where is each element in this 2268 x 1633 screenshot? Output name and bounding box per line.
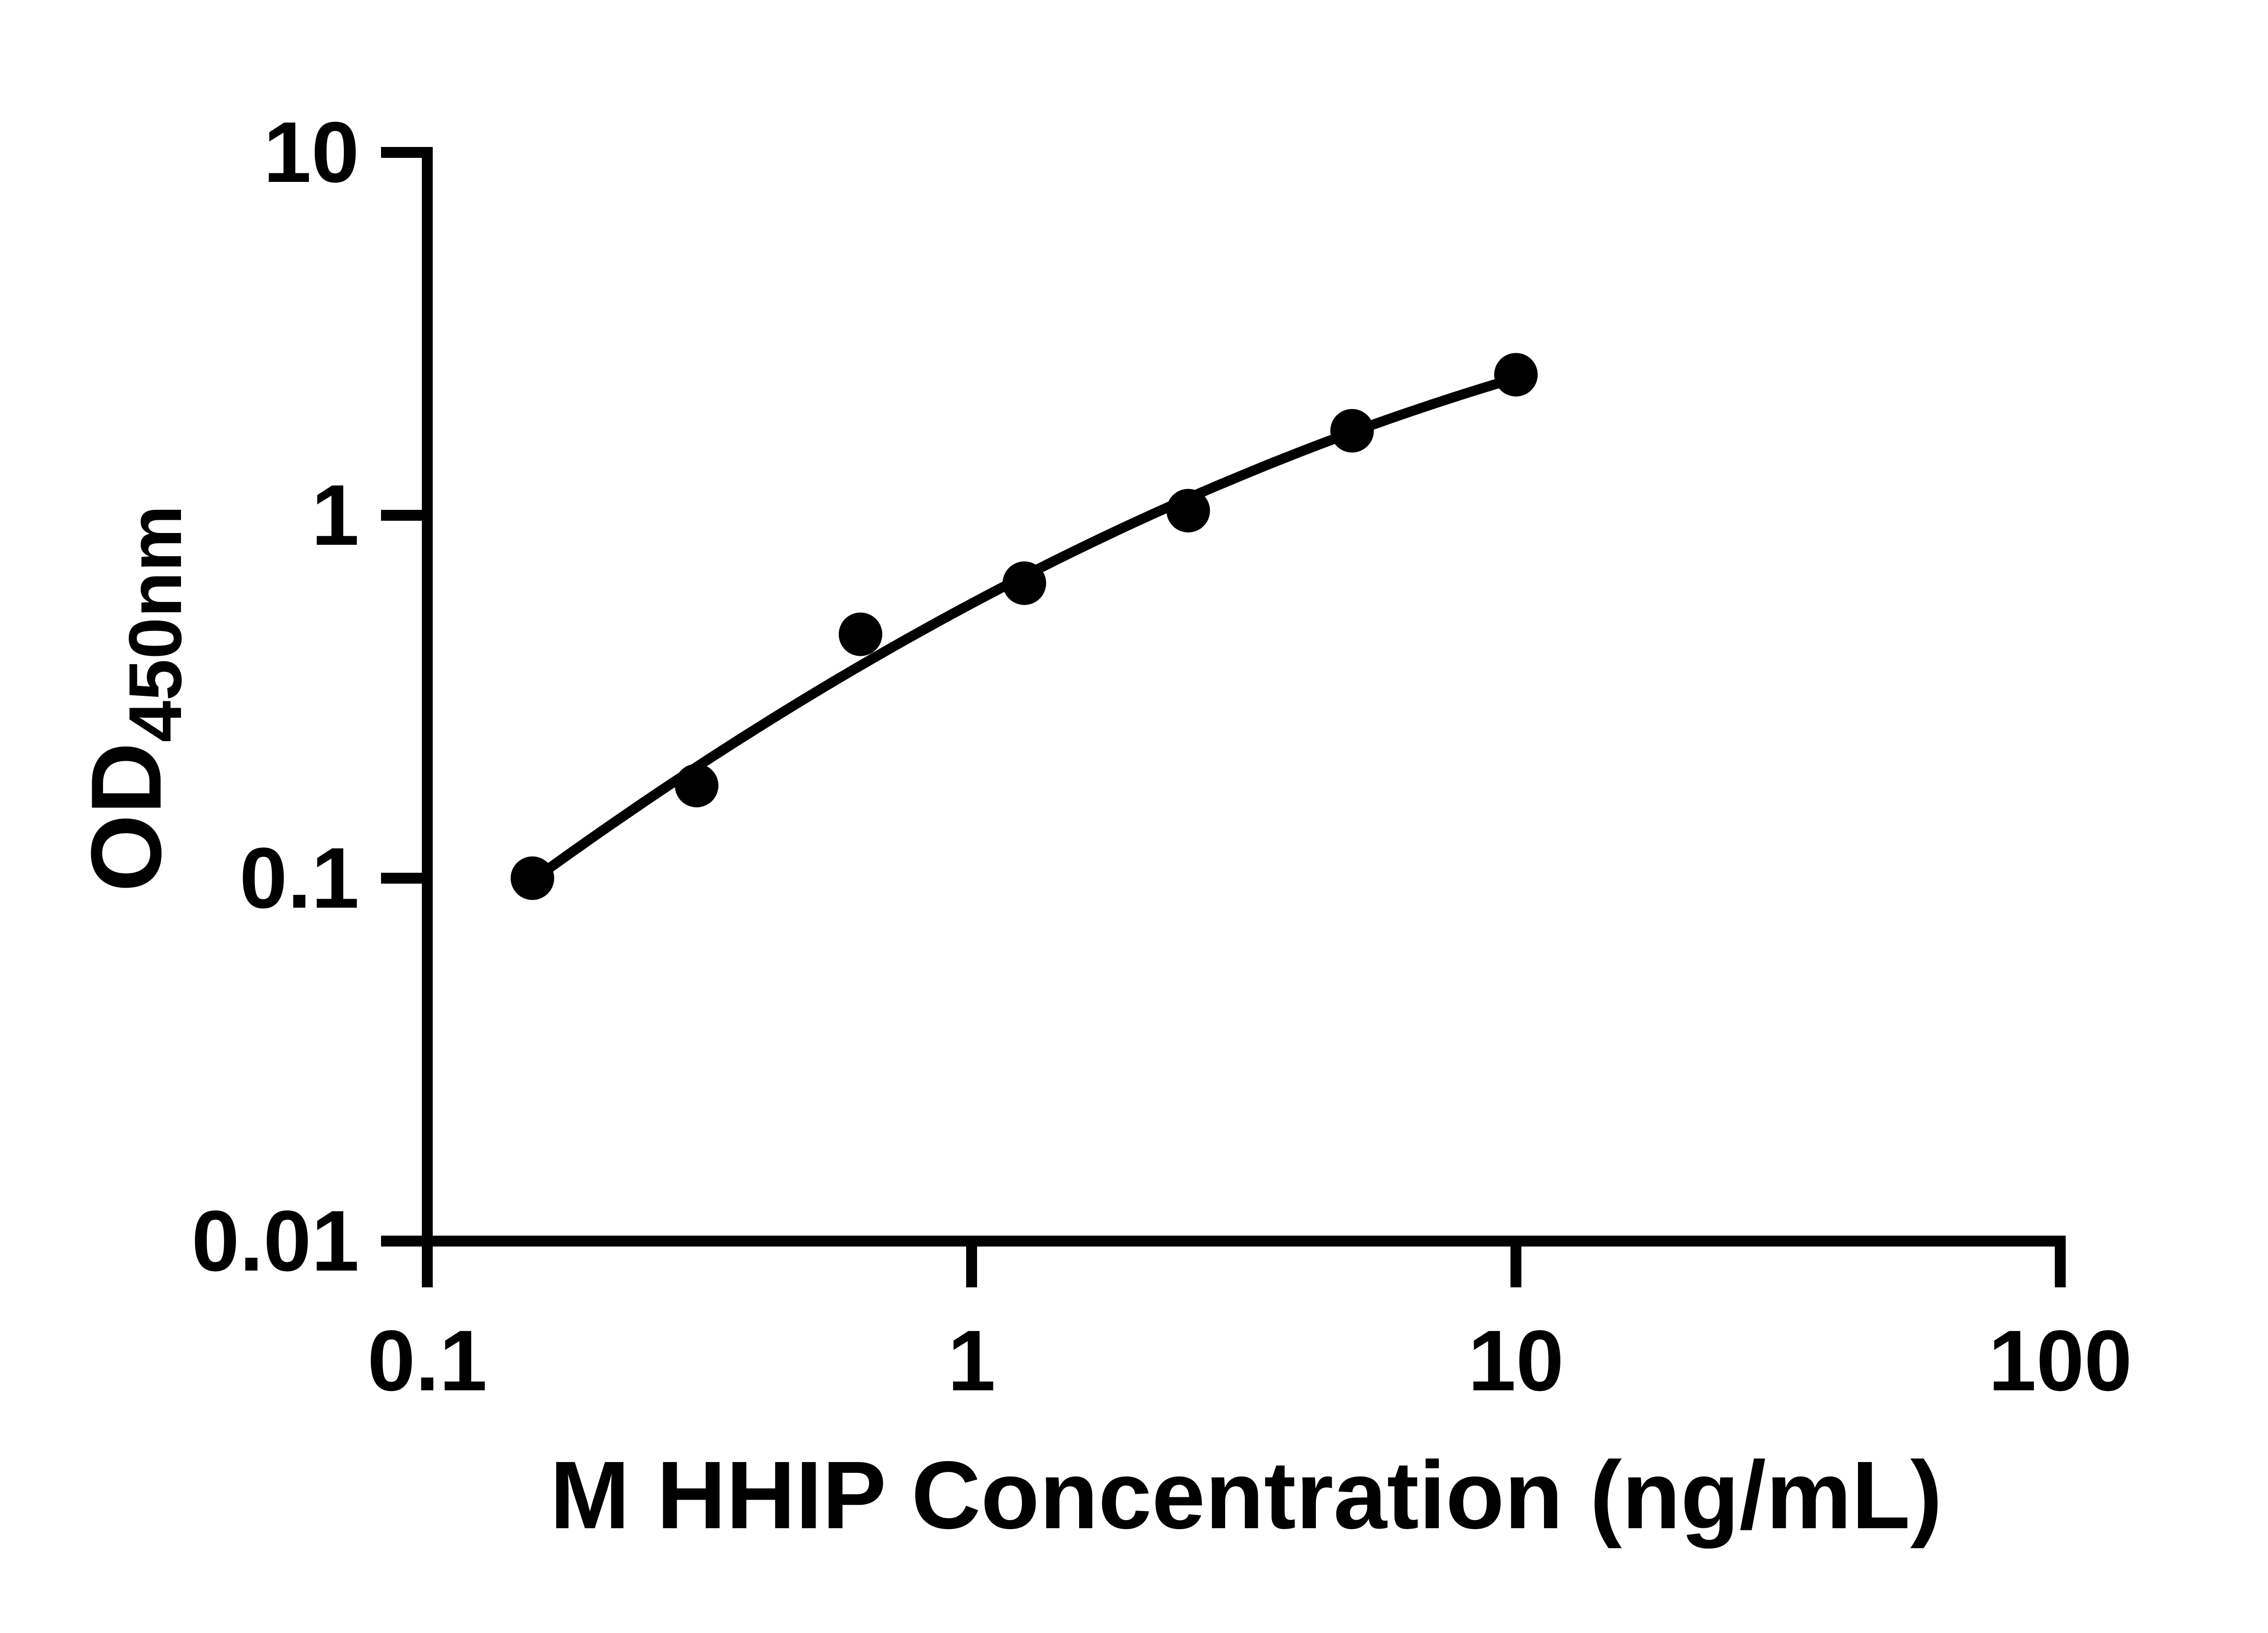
data-point: [839, 612, 883, 656]
y-tick-label-0.01: 0.01: [191, 1193, 359, 1289]
fit-curve: [522, 373, 1518, 890]
x-tick-label-1: 1: [948, 1313, 996, 1409]
data-point: [510, 856, 554, 900]
data-point: [1002, 561, 1046, 605]
x-tick-label-0.1: 0.1: [367, 1313, 488, 1409]
x-tick-label-10: 10: [1468, 1313, 1564, 1409]
y-tick-label-10: 10: [263, 104, 359, 200]
data-point: [1330, 409, 1374, 453]
y-tick-label-0.1: 0.1: [239, 830, 359, 926]
data-point: [1494, 353, 1538, 397]
y-tick-label-1: 1: [311, 467, 359, 563]
data-point: [1166, 489, 1210, 533]
x-axis-title: M HHIP Concentration (ng/mL): [550, 1441, 1942, 1549]
x-tick-label-100: 100: [1988, 1313, 2132, 1409]
y-axis-title: OD450nm: [70, 505, 205, 892]
data-point: [675, 763, 719, 807]
